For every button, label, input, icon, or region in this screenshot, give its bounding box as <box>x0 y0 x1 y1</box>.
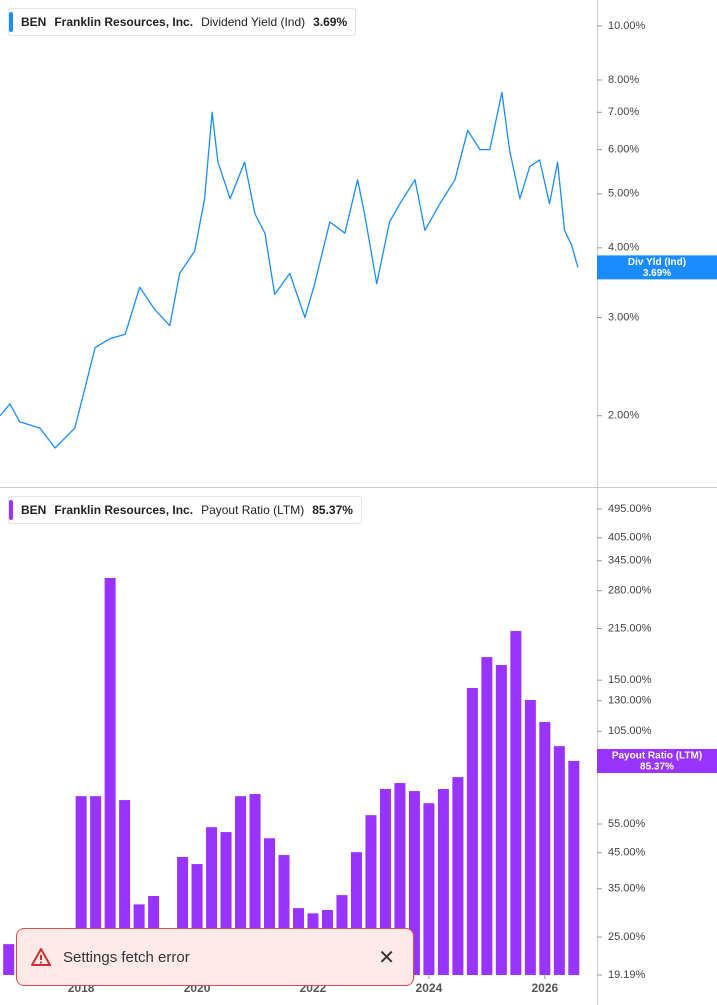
bar <box>249 794 261 975</box>
y-tick-label: 495.00% <box>608 503 652 515</box>
bar <box>104 577 116 975</box>
y-tick-label: 215.00% <box>608 622 652 634</box>
bar <box>206 827 218 975</box>
bar <box>553 746 565 975</box>
y-tick-label: 280.00% <box>608 585 652 597</box>
bar <box>437 789 449 975</box>
bar <box>3 944 15 975</box>
legend-swatch <box>9 12 13 32</box>
y-tick-label: 19.19% <box>608 969 646 981</box>
bar <box>524 700 536 975</box>
y-tick-label: 25.00% <box>608 931 646 943</box>
bar <box>466 688 478 975</box>
y-tick-label: 5.00% <box>608 188 639 200</box>
line-series <box>0 91 579 449</box>
x-tick-label: 2024 <box>416 981 443 995</box>
bar <box>568 760 580 975</box>
bar <box>481 657 493 975</box>
bar <box>264 838 276 975</box>
bar <box>394 783 406 975</box>
toast-message: Settings fetch error <box>63 948 190 966</box>
y-tick-label: 105.00% <box>608 725 652 737</box>
bar <box>423 803 435 975</box>
y-tick-label: 6.00% <box>608 144 639 156</box>
bar <box>452 777 464 975</box>
y-tick-label: 8.00% <box>608 74 639 86</box>
y-tick-label: 45.00% <box>608 847 646 859</box>
bar <box>495 665 507 975</box>
value-tag-value: 85.37% <box>640 762 674 773</box>
bar <box>408 791 420 975</box>
bar <box>90 796 102 975</box>
y-tick-label: 2.00% <box>608 410 639 422</box>
value-tag <box>597 255 717 280</box>
legend-swatch <box>9 500 13 520</box>
y-tick-label: 405.00% <box>608 532 652 544</box>
bar <box>119 800 131 975</box>
bar <box>350 852 362 975</box>
y-tick-label: 150.00% <box>608 674 652 686</box>
metric-value: 3.69% <box>313 15 348 29</box>
bar <box>75 796 87 975</box>
bar <box>278 855 290 975</box>
ticker: BEN <box>21 15 47 29</box>
warning-icon <box>31 948 51 966</box>
bar <box>177 856 189 975</box>
y-tick-label: 35.00% <box>608 883 646 895</box>
value-tag-label: Div Yld (Ind) <box>628 257 686 268</box>
bar <box>510 631 522 975</box>
legend-header: BEN Franklin Resources, Inc. Dividend Yi… <box>8 8 357 36</box>
bar <box>191 864 203 975</box>
metric-value: 85.37% <box>312 503 353 517</box>
legend-header: BEN Franklin Resources, Inc. Payout Rati… <box>8 496 362 524</box>
y-tick-label: 55.00% <box>608 818 646 830</box>
company: Franklin Resources, Inc. <box>54 15 194 29</box>
bar <box>235 796 247 975</box>
metric: Payout Ratio (LTM) <box>201 503 305 517</box>
metric: Dividend Yield (Ind) <box>201 15 306 29</box>
bar <box>539 722 551 975</box>
y-tick-label: 4.00% <box>608 242 639 254</box>
x-tick-label: 2026 <box>531 981 558 995</box>
value-tag <box>597 748 717 773</box>
ticker: BEN <box>21 503 47 517</box>
y-tick-label: 10.00% <box>608 20 646 32</box>
company: Franklin Resources, Inc. <box>54 503 194 517</box>
y-tick-label: 130.00% <box>608 695 652 707</box>
value-tag-value: 3.69% <box>643 268 671 279</box>
y-tick-label: 7.00% <box>608 106 639 118</box>
error-toast: Settings fetch error ✕ <box>16 928 414 986</box>
bar <box>379 789 391 975</box>
bar <box>220 832 232 975</box>
y-tick-label: 345.00% <box>608 555 652 567</box>
close-button[interactable]: ✕ <box>378 946 395 969</box>
value-tag-label: Payout Ratio (LTM) <box>612 751 702 762</box>
bar <box>365 815 377 975</box>
y-tick-label: 3.00% <box>608 311 639 323</box>
